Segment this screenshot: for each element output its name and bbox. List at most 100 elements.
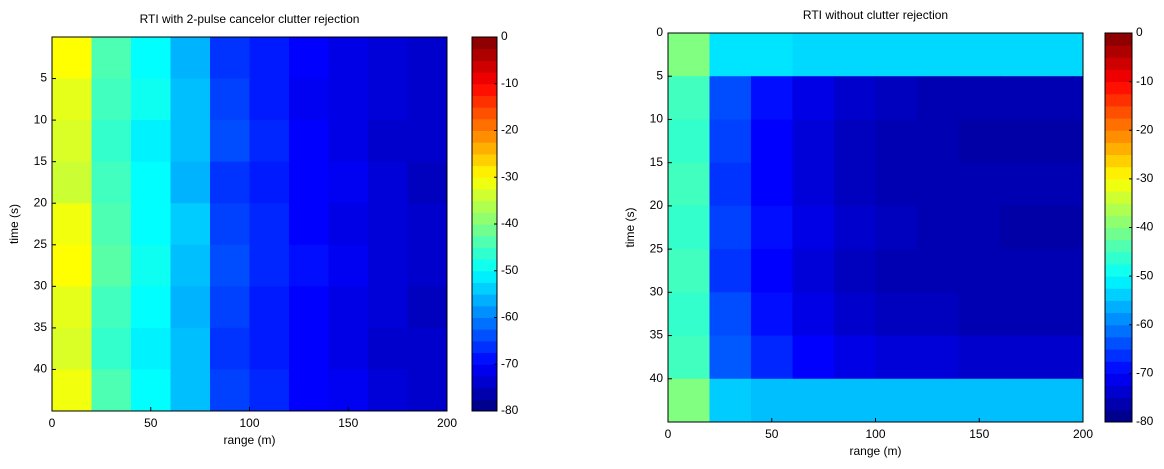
colorbar-step <box>472 399 497 412</box>
heat-cell <box>249 37 290 80</box>
heat-cell <box>875 292 918 337</box>
heat-cell <box>368 120 408 163</box>
heat-cell <box>709 378 752 423</box>
colorbar-tick-label: -30 <box>501 169 519 183</box>
heat-cell <box>131 244 171 287</box>
heat-cell <box>958 119 1001 164</box>
heat-cell <box>407 120 448 163</box>
heat-cell <box>52 286 92 329</box>
heat-cell <box>709 205 752 250</box>
colorbar-step <box>1105 276 1132 289</box>
colorbar-step <box>472 270 497 283</box>
heat-cell <box>210 327 250 370</box>
colorbar-step <box>472 317 497 330</box>
colorbar-step <box>472 37 497 50</box>
y-tick-label: 40 <box>34 362 48 376</box>
heat-cell <box>170 286 211 329</box>
heat-cell <box>52 203 92 246</box>
y-tick-label: 30 <box>34 279 48 293</box>
colorbar-step <box>472 305 497 318</box>
x-tick-label: 200 <box>1073 427 1093 441</box>
heat-cell <box>751 119 793 164</box>
heat-cell <box>958 76 1001 120</box>
heat-cell <box>52 37 92 80</box>
heat-cell <box>289 78 329 121</box>
heat-cell <box>328 286 369 329</box>
heat-cell <box>91 369 132 412</box>
x-tick-label: 50 <box>144 416 158 430</box>
heat-cell <box>407 244 448 287</box>
colorbar-step <box>472 188 497 202</box>
colorbar-tick-label: -10 <box>1136 74 1154 88</box>
colorbar-step <box>472 212 497 225</box>
colorbar-tick-label: -20 <box>501 123 519 137</box>
heat-cell <box>668 33 710 77</box>
heat-cell <box>91 37 132 80</box>
colorbar-step <box>1105 191 1132 204</box>
heat-cell <box>289 37 329 80</box>
heat-cell <box>131 327 171 370</box>
heat-cell <box>249 369 290 412</box>
heat-cell <box>668 162 710 207</box>
heat-cell <box>958 378 1001 423</box>
heat-cell <box>792 292 835 337</box>
heat-cell <box>368 203 408 246</box>
heat-cell <box>917 205 959 250</box>
heat-cell <box>368 78 408 121</box>
colorbar-step <box>472 107 497 120</box>
heat-cell <box>407 203 448 246</box>
colorbar-step <box>472 60 497 73</box>
heat-cell <box>1041 335 1084 380</box>
colorbar-tick-label: -80 <box>501 403 519 417</box>
heat-cell <box>1041 292 1084 337</box>
colorbar-step <box>1105 69 1132 83</box>
colorbar-step <box>472 247 497 260</box>
heat-cell <box>52 369 92 412</box>
heat-cell <box>249 78 290 121</box>
heat-cell <box>1000 76 1042 120</box>
heat-cell <box>792 33 835 77</box>
heat-cell <box>668 378 710 423</box>
heat-cell <box>328 203 369 246</box>
heat-cell <box>1041 378 1084 423</box>
heat-cell <box>875 335 918 380</box>
colorbar-step <box>1105 45 1132 58</box>
heat-cell <box>210 120 250 163</box>
y-tick-label: 5 <box>40 71 47 85</box>
heat-cell <box>958 205 1001 250</box>
colorbar-step <box>472 48 497 61</box>
y-tick-label: 10 <box>650 112 664 126</box>
colorbar-step <box>1105 385 1132 399</box>
heat-cell <box>917 76 959 120</box>
heat-cell <box>170 327 211 370</box>
heat-cell <box>709 335 752 380</box>
heat-cell <box>875 378 918 423</box>
colorbar-step <box>1105 118 1132 131</box>
colorbar-step <box>472 153 497 167</box>
colorbar-step <box>1105 215 1132 228</box>
colorbar-step <box>1105 409 1132 423</box>
heat-cell <box>834 76 876 120</box>
y-tick-label: 5 <box>656 68 663 82</box>
heat-cell <box>407 161 448 204</box>
heat-cell <box>1000 249 1042 293</box>
heat-cell <box>1000 378 1042 423</box>
heat-cell <box>368 244 408 287</box>
x-tick-label: 150 <box>338 416 358 430</box>
heat-cell <box>52 78 92 121</box>
heat-cell <box>210 244 250 287</box>
heat-cell <box>1000 119 1042 164</box>
y-tick-label: 0 <box>656 25 663 39</box>
heat-cell <box>328 37 369 80</box>
heat-cell <box>249 286 290 329</box>
colorbar-step <box>1105 178 1132 192</box>
heat-cell <box>52 161 92 204</box>
heat-cell <box>368 327 408 370</box>
heat-cell <box>1041 162 1084 207</box>
heat-cell <box>917 119 959 164</box>
colorbar-step <box>472 165 497 178</box>
heat-cell <box>917 292 959 337</box>
heat-cell <box>668 119 710 164</box>
heat-cell <box>875 33 918 77</box>
